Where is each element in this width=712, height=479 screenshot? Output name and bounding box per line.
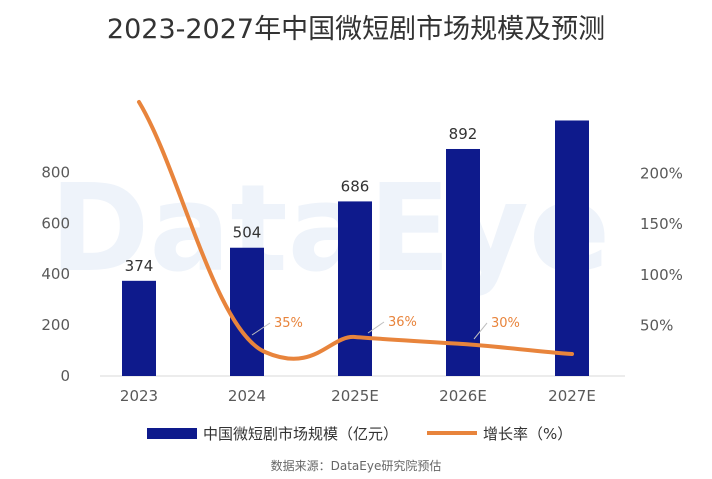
y-left-tick-800: 800	[41, 163, 70, 181]
rate-leader-2024	[251, 322, 271, 336]
rate-label-2024: 35%	[274, 316, 303, 331]
x-tick-2025E: 2025E	[331, 387, 379, 405]
source-note: 数据来源：DataEye研究院预估	[271, 458, 442, 473]
bar-2024	[230, 247, 264, 376]
y-right-tick-50pct: 50%	[640, 316, 673, 334]
legend-label-line: 增长率（%）	[483, 425, 572, 443]
growth-rate-line	[137, 100, 574, 361]
y-right-tick-100pct: 100%	[640, 266, 683, 284]
watermark: DataEye	[50, 160, 611, 299]
rate-label-2026E: 30%	[491, 316, 520, 331]
legend-swatch-bar	[147, 428, 197, 439]
rate-leader-2025E	[367, 321, 385, 334]
bar-label-2024: 504	[233, 224, 262, 242]
y-right-tick-150pct: 150%	[640, 215, 683, 233]
y-left-tick-600: 600	[41, 214, 70, 232]
legend: 中国微短剧市场规模（亿元） 增长率（%）	[147, 425, 572, 443]
y-right-tick-200pct: 200%	[640, 165, 683, 183]
rate-leader-2026E	[473, 322, 488, 340]
y-left-tick-0: 0	[60, 367, 70, 385]
plot-area: 0 200 400 600 800 50% 100% 150% 200% 374 504 686 892…	[41, 100, 683, 405]
legend-label-bar: 中国微短剧市场规模（亿元）	[203, 425, 398, 443]
rate-label-2025E: 36%	[388, 315, 417, 330]
y-left-tick-400: 400	[41, 265, 70, 283]
bar-label-2023: 374	[125, 257, 154, 275]
bar-2023	[122, 280, 156, 376]
bar-2027E	[555, 120, 589, 377]
y-left-tick-200: 200	[41, 316, 70, 334]
x-tick-2024: 2024	[228, 387, 266, 405]
bar-label-2025E: 686	[341, 177, 370, 195]
bar-2025E	[338, 201, 372, 376]
bar-label-2026E: 892	[449, 125, 478, 143]
x-tick-2026E: 2026E	[439, 387, 487, 405]
x-tick-2027E: 2027E	[548, 387, 596, 405]
x-tick-2023: 2023	[120, 387, 158, 405]
chart-title: 2023-2027年中国微短剧市场规模及预测	[107, 14, 605, 45]
